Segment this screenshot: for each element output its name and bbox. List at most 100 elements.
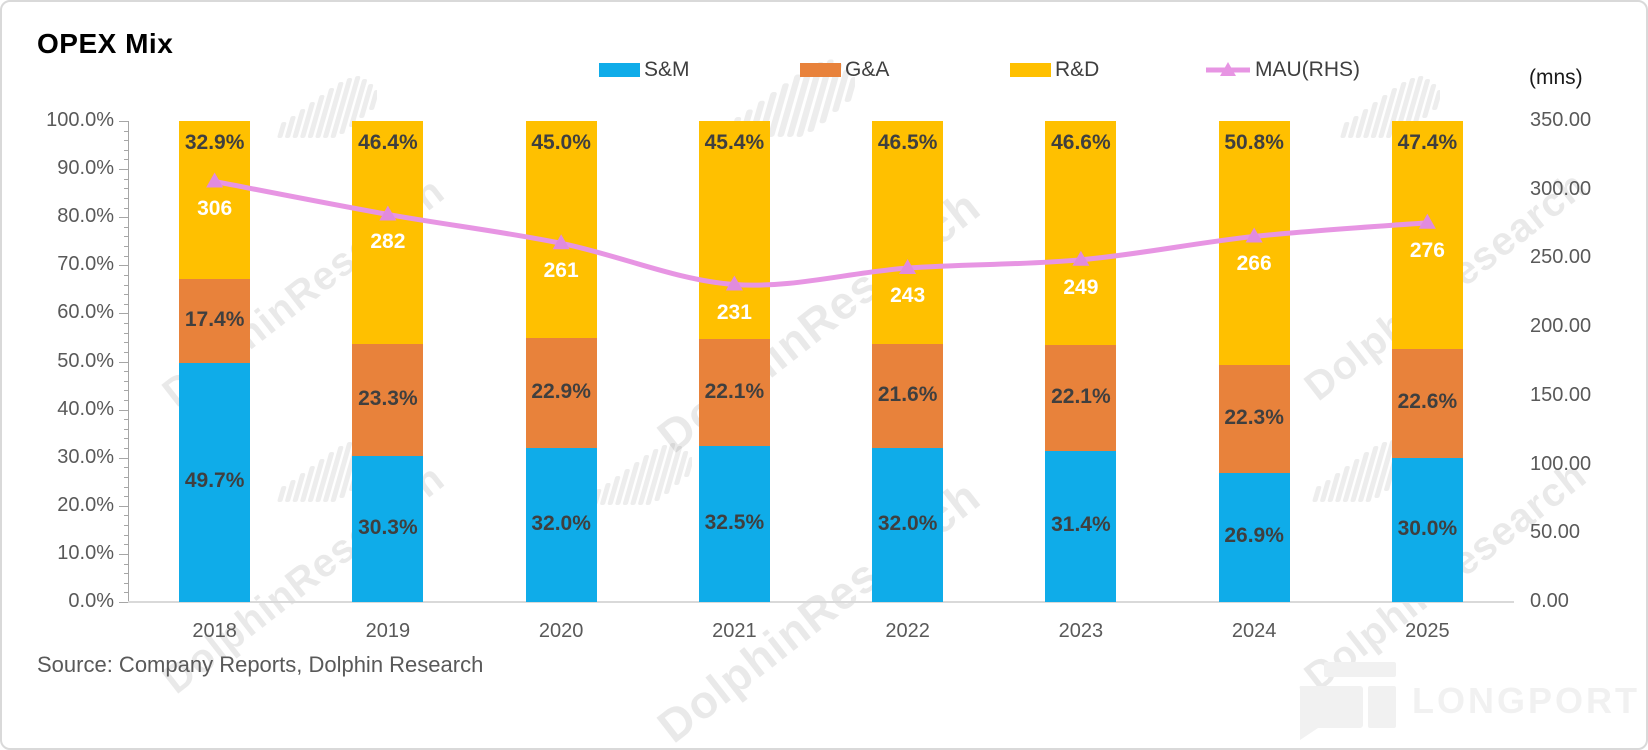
label-rd-2019: 46.4%: [358, 131, 418, 154]
left-axis-minor-tick: [124, 246, 128, 248]
left-axis-minor-tick: [124, 188, 128, 190]
dolphin-logo-watermark-icon: [1340, 76, 1440, 138]
right-axis-tick-label: 150.00: [1530, 383, 1592, 406]
bar-segment-sm-2023: [1045, 450, 1117, 602]
left-axis-minor-tick: [124, 476, 128, 478]
label-sm-2018: 49.7%: [184, 469, 245, 493]
left-axis-line: [128, 121, 129, 602]
label-mau-2018: 306: [197, 197, 233, 221]
left-axis-tick-label: 80.0%: [57, 205, 114, 228]
left-axis-minor-tick: [124, 380, 128, 382]
legend-item-sm: S&M: [599, 56, 690, 84]
x-axis-year-label: 2021: [712, 620, 757, 642]
left-axis-minor-tick: [124, 438, 128, 440]
bar-segment-ga-2023: [1045, 344, 1117, 451]
label-sm-2021: 32.5%: [704, 510, 765, 534]
label-ga-2020: 22.9%: [531, 380, 591, 403]
left-axis-minor-tick: [124, 274, 128, 276]
dolphin-logo-watermark-icon: [277, 76, 377, 138]
x-axis-year-label: 2023: [1058, 620, 1104, 642]
bar-segment-rd-2022: [872, 121, 944, 345]
legend-line-marker-icon: [1206, 62, 1250, 76]
left-axis-minor-tick: [124, 226, 128, 228]
right-axis-tick-label: 0.00: [1530, 590, 1569, 612]
left-axis-minor-tick: [124, 525, 128, 527]
right-axis-tick-label: 200.00: [1530, 315, 1592, 338]
bar-segment-sm-2019: [352, 456, 424, 602]
left-axis-minor-tick: [124, 130, 128, 132]
longport-logo: LONGPORT: [1298, 662, 1640, 740]
legend-item-maurhs: MAU(RHS): [1205, 56, 1360, 84]
legend-label: R&D: [1055, 58, 1100, 81]
left-axis-minor-tick: [124, 284, 128, 286]
right-axis-tick-label: 250.00: [1530, 246, 1592, 269]
label-rd-2024: 50.8%: [1224, 131, 1284, 154]
legend-swatch-icon: [800, 63, 841, 77]
right-axis-tick-label: 100.00: [1530, 452, 1592, 475]
right-axis-unit-label: (mns): [1529, 66, 1583, 89]
left-axis-tick-label: 60.0%: [57, 301, 114, 324]
longport-chat-icon: [1299, 662, 1396, 740]
left-axis-major-tick: [119, 361, 128, 363]
right-axis-tick-label: 50.00: [1530, 521, 1581, 544]
label-sm-2019: 30.3%: [358, 516, 418, 540]
bar-segment-rd-2021: [698, 121, 770, 340]
left-axis-tick-label: 100.0%: [46, 109, 114, 131]
left-axis-major-tick: [119, 313, 128, 315]
bar-segment-sm-2025: [1391, 457, 1463, 602]
label-mau-2021: 231: [716, 300, 752, 324]
left-axis-minor-tick: [124, 332, 128, 334]
label-mau-2022: 243: [890, 284, 926, 308]
left-axis-tick-label: 40.0%: [57, 397, 114, 420]
legend-swatch-icon: [1010, 63, 1051, 77]
left-axis-minor-tick: [124, 428, 128, 430]
left-axis-major-tick: [119, 217, 128, 219]
bar-segment-rd-2025: [1391, 121, 1463, 349]
label-ga-2022: 21.6%: [877, 383, 938, 407]
label-mau-2019: 282: [370, 230, 406, 254]
label-sm-2024: 26.9%: [1224, 524, 1284, 548]
left-axis-minor-tick: [124, 351, 128, 353]
legend-label: S&M: [644, 58, 690, 81]
left-axis-minor-tick: [124, 582, 128, 584]
left-axis-minor-tick: [124, 140, 128, 142]
bar-segment-sm-2024: [1218, 472, 1290, 602]
legend-label: G&A: [845, 58, 890, 81]
left-axis-minor-tick: [124, 159, 128, 161]
bar-segment-ga-2018: [179, 279, 251, 363]
left-axis-minor-tick: [124, 390, 128, 392]
bar-segment-ga-2021: [698, 339, 770, 446]
label-mau-2020: 261: [543, 259, 579, 283]
right-axis-tick-label: 350.00: [1530, 109, 1592, 131]
left-axis-tick-label: 70.0%: [57, 253, 114, 276]
left-axis-minor-tick: [124, 544, 128, 546]
label-rd-2021: 45.4%: [704, 131, 765, 154]
x-axis-year-label: 2018: [192, 620, 237, 642]
label-ga-2025: 22.6%: [1397, 390, 1458, 414]
left-axis-major-tick: [119, 121, 128, 122]
bar-segment-ga-2024: [1218, 365, 1290, 473]
left-axis-minor-tick: [124, 342, 128, 344]
x-axis-year-label: 2019: [365, 620, 411, 642]
bar-segment-rd-2023: [1045, 121, 1117, 345]
bar-segment-rd-2018: [179, 121, 251, 280]
left-axis-tick-label: 50.0%: [57, 349, 114, 372]
label-mau-2023: 249: [1063, 275, 1099, 299]
left-axis-major-tick: [119, 409, 128, 411]
left-axis-minor-tick: [124, 178, 128, 180]
bar-segment-rd-2020: [525, 121, 597, 338]
legend-item-rd: R&D: [1010, 56, 1099, 84]
left-axis-major-tick: [119, 265, 128, 267]
x-axis-year-label: 2025: [1405, 620, 1450, 642]
left-axis-minor-tick: [124, 563, 128, 565]
left-axis-minor-tick: [124, 207, 128, 209]
dolphin-logo-watermark-icon: [592, 443, 692, 505]
label-mau-2024: 266: [1236, 252, 1272, 276]
legend-swatch-icon: [599, 63, 640, 77]
left-axis-minor-tick: [124, 255, 128, 257]
left-axis-minor-tick: [124, 323, 128, 325]
left-axis-minor-tick: [124, 419, 128, 421]
